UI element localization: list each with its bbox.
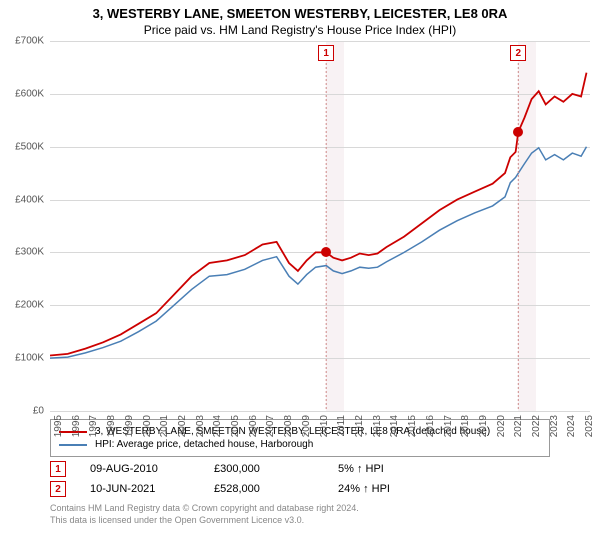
x-tick-label: 2020 <box>496 415 507 437</box>
chart-container: 3, WESTERBY LANE, SMEETON WESTERBY, LEIC… <box>0 0 600 560</box>
x-tick-label: 2022 <box>531 415 542 437</box>
x-tick-label: 2000 <box>142 415 153 437</box>
chart-subtitle: Price paid vs. HM Land Registry's House … <box>0 21 600 41</box>
y-tick-label: £200K <box>0 300 44 311</box>
x-tick-label: 2010 <box>319 415 330 437</box>
x-tick-label: 2013 <box>372 415 383 437</box>
x-tick-label: 2014 <box>389 415 400 437</box>
x-tick-label: 2025 <box>584 415 595 437</box>
x-tick-label: 2008 <box>283 415 294 437</box>
sale-row: 1 09-AUG-2010 £300,000 5% ↑ HPI <box>50 461 550 477</box>
legend-label: HPI: Average price, detached house, Harb… <box>95 439 313 450</box>
x-tick-label: 2009 <box>301 415 312 437</box>
sales-table: 1 09-AUG-2010 £300,000 5% ↑ HPI 2 10-JUN-2021… <box>0 461 600 497</box>
sale-point <box>513 127 523 137</box>
x-tick-label: 2021 <box>513 415 524 437</box>
gridline <box>50 411 590 412</box>
sale-marker-label: 1 <box>318 45 334 61</box>
x-tick-label: 2015 <box>407 415 418 437</box>
chart-title: 3, WESTERBY LANE, SMEETON WESTERBY, LEIC… <box>0 0 600 21</box>
x-tick-label: 2001 <box>159 415 170 437</box>
x-tick-label: 2006 <box>248 415 259 437</box>
legend-swatch <box>59 444 87 446</box>
x-tick-label: 2018 <box>460 415 471 437</box>
sale-row-marker: 1 <box>50 461 66 477</box>
y-tick-label: £600K <box>0 88 44 99</box>
x-tick-label: 2012 <box>354 415 365 437</box>
x-tick-label: 2023 <box>549 415 560 437</box>
line-layer <box>50 41 590 411</box>
x-tick-label: 2005 <box>230 415 241 437</box>
sale-row-marker: 2 <box>50 481 66 497</box>
sale-date: 09-AUG-2010 <box>90 463 190 475</box>
y-tick-label: £500K <box>0 141 44 152</box>
x-tick-label: 2011 <box>336 415 347 437</box>
footer-line-1: Contains HM Land Registry data © Crown c… <box>50 503 550 515</box>
y-tick-label: £700K <box>0 36 44 47</box>
x-tick-label: 2017 <box>443 415 454 437</box>
series-line <box>50 73 587 356</box>
sale-delta: 24% ↑ HPI <box>338 483 438 495</box>
plot-surface: £0£100K£200K£300K£400K£500K£600K£700K199… <box>50 41 590 411</box>
footer-attribution: Contains HM Land Registry data © Crown c… <box>50 503 550 526</box>
x-tick-label: 2016 <box>425 415 436 437</box>
sale-date: 10-JUN-2021 <box>90 483 190 495</box>
sale-price: £300,000 <box>214 463 314 475</box>
x-tick-label: 2002 <box>177 415 188 437</box>
x-tick-label: 2024 <box>566 415 577 437</box>
sale-row: 2 10-JUN-2021 £528,000 24% ↑ HPI <box>50 481 550 497</box>
y-tick-label: £100K <box>0 353 44 364</box>
y-tick-label: £300K <box>0 247 44 258</box>
y-tick-label: £400K <box>0 194 44 205</box>
x-tick-label: 1995 <box>53 415 64 437</box>
footer-line-2: This data is licensed under the Open Gov… <box>50 515 550 527</box>
x-tick-label: 2004 <box>212 415 223 437</box>
legend-row: HPI: Average price, detached house, Harb… <box>59 439 541 450</box>
x-tick-label: 1999 <box>124 415 135 437</box>
chart-plot-area: £0£100K£200K£300K£400K£500K£600K£700K199… <box>50 41 590 411</box>
sale-delta: 5% ↑ HPI <box>338 463 438 475</box>
sale-marker-label: 2 <box>510 45 526 61</box>
sale-point <box>321 247 331 257</box>
sale-price: £528,000 <box>214 483 314 495</box>
x-tick-label: 2019 <box>478 415 489 437</box>
x-tick-label: 2007 <box>265 415 276 437</box>
x-tick-label: 1996 <box>71 415 82 437</box>
x-tick-label: 1997 <box>88 415 99 437</box>
y-tick-label: £0 <box>0 406 44 417</box>
x-tick-label: 2003 <box>195 415 206 437</box>
x-tick-label: 1998 <box>106 415 117 437</box>
